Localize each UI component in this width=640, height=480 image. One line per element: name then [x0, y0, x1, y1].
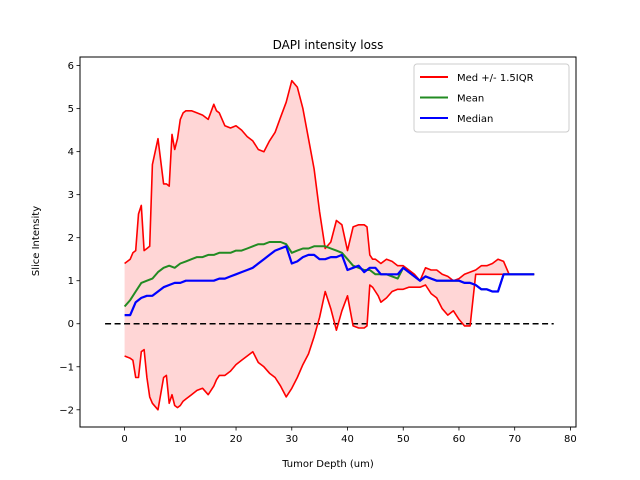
- y-tick-label: 1: [68, 276, 74, 287]
- y-tick-label: 4: [68, 147, 74, 158]
- legend: Med +/- 1.5IQR Mean Median: [413, 63, 570, 133]
- iqr-band: [124, 80, 535, 410]
- plot-area: [105, 79, 554, 411]
- legend-item-median: Median: [457, 114, 493, 125]
- y-axis: −2 −1 0 1 2 3 4 5 6: [59, 61, 80, 416]
- y-tick-label: 2: [68, 233, 74, 244]
- legend-item-med-iqr: Med +/- 1.5IQR: [457, 73, 534, 84]
- y-tick-label: 3: [68, 190, 74, 201]
- x-tick-label: 50: [397, 434, 410, 445]
- x-tick-label: 30: [285, 434, 298, 445]
- x-tick-label: 80: [564, 434, 577, 445]
- y-tick-label: −1: [59, 362, 74, 373]
- y-axis-label: Slice Intensity: [31, 206, 42, 276]
- y-tick-label: −2: [59, 405, 74, 416]
- x-tick-label: 40: [341, 434, 354, 445]
- legend-item-mean: Mean: [457, 94, 484, 105]
- median-line: [124, 245, 535, 317]
- axes-frame: [79, 56, 577, 428]
- x-tick-label: 0: [121, 434, 127, 445]
- x-axis: 0 10 20 30 40 50 60 70 80: [121, 427, 577, 445]
- legend-box: [413, 63, 570, 133]
- x-tick-label: 20: [230, 434, 243, 445]
- x-tick-label: 70: [508, 434, 521, 445]
- y-tick-label: 6: [68, 61, 74, 72]
- y-tick-label: 5: [68, 104, 74, 115]
- chart-title: DAPI intensity loss: [273, 38, 384, 52]
- x-tick-label: 60: [453, 434, 466, 445]
- x-tick-label: 10: [174, 434, 187, 445]
- y-tick-label: 0: [68, 319, 74, 330]
- lower-bound-line: [124, 273, 535, 411]
- x-axis-label: Tumor Depth (um): [281, 459, 374, 470]
